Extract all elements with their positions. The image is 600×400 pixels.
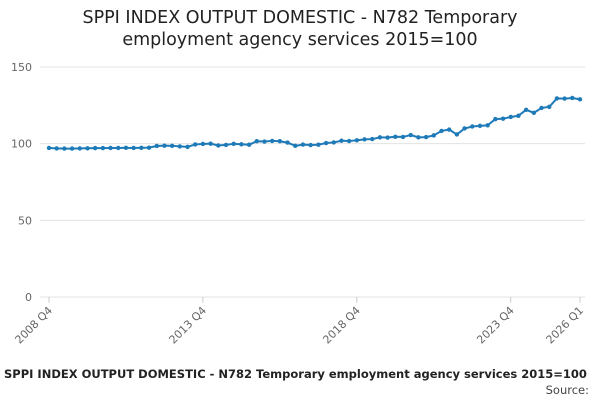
- point: [408, 132, 413, 138]
- point: [516, 113, 521, 118]
- point: [523, 107, 529, 112]
- point: [185, 144, 190, 150]
- x-tick-label: 2013 Q4: [166, 304, 209, 347]
- point: [223, 142, 229, 148]
- point: [46, 145, 52, 151]
- point: [92, 145, 98, 151]
- point: [139, 145, 144, 151]
- point: [208, 141, 213, 146]
- point: [200, 141, 206, 147]
- point: [269, 138, 275, 144]
- point: [285, 140, 290, 145]
- point: [346, 138, 352, 144]
- point: [62, 146, 67, 151]
- point: [123, 145, 129, 151]
- x-tick-label: 2018 Q4: [320, 304, 363, 347]
- source: Source:: [546, 383, 589, 397]
- point: [577, 97, 583, 102]
- point: [308, 142, 313, 148]
- point: [439, 128, 444, 134]
- point: [362, 137, 367, 142]
- point: [462, 126, 467, 131]
- point: [277, 139, 283, 144]
- point: [416, 135, 421, 140]
- point: [316, 142, 321, 147]
- point: [254, 139, 259, 144]
- line: [48, 96, 581, 150]
- point: [446, 127, 452, 132]
- point: [54, 146, 59, 151]
- point: [508, 114, 513, 120]
- point: [69, 146, 75, 151]
- point: [339, 138, 344, 143]
- point: [562, 96, 567, 101]
- x-tick-label: 2023 Q4: [474, 304, 517, 347]
- point: [116, 145, 121, 151]
- point: [493, 116, 498, 122]
- point: [431, 133, 436, 138]
- point: [100, 145, 106, 151]
- legend-label: SPPI INDEX OUTPUT DOMESTIC - N782 Tempor…: [4, 367, 587, 381]
- point: [300, 142, 306, 147]
- point: [531, 110, 537, 116]
- point: [85, 146, 90, 151]
- point: [454, 132, 460, 137]
- point: [423, 134, 429, 140]
- point: [393, 134, 398, 139]
- point: [246, 142, 252, 147]
- point: [570, 95, 575, 101]
- point: [547, 104, 552, 110]
- point: [262, 139, 267, 144]
- point: [146, 145, 152, 150]
- point: [331, 140, 336, 145]
- point: [500, 116, 506, 121]
- point: [485, 123, 490, 128]
- point: [385, 135, 390, 140]
- x-tick-label: 2008 Q4: [13, 304, 56, 347]
- point: [177, 144, 183, 149]
- point: [470, 124, 475, 129]
- y-tick-label: 100: [11, 138, 32, 151]
- y-tick-label: 0: [25, 291, 32, 304]
- point: [162, 143, 167, 148]
- point: [108, 145, 113, 151]
- point: [377, 135, 383, 140]
- point: [370, 136, 375, 142]
- point: [354, 138, 360, 143]
- point: [293, 143, 298, 149]
- point: [539, 105, 544, 111]
- point: [231, 141, 236, 147]
- point: [239, 142, 244, 147]
- point: [131, 145, 136, 151]
- point: [154, 143, 159, 149]
- point: [193, 142, 198, 147]
- y-tick-label: 150: [11, 61, 32, 74]
- chart-title: SPPI INDEX OUTPUT DOMESTIC - N782 Tempor…: [82, 8, 518, 50]
- y-tick-label: 50: [18, 214, 32, 227]
- x-tick-label: 2026 Q1: [544, 304, 587, 347]
- point: [216, 143, 221, 148]
- point: [323, 140, 329, 146]
- point: [77, 146, 82, 151]
- point: [477, 123, 483, 129]
- point: [400, 134, 406, 140]
- point: [169, 143, 175, 149]
- point: [554, 96, 560, 101]
